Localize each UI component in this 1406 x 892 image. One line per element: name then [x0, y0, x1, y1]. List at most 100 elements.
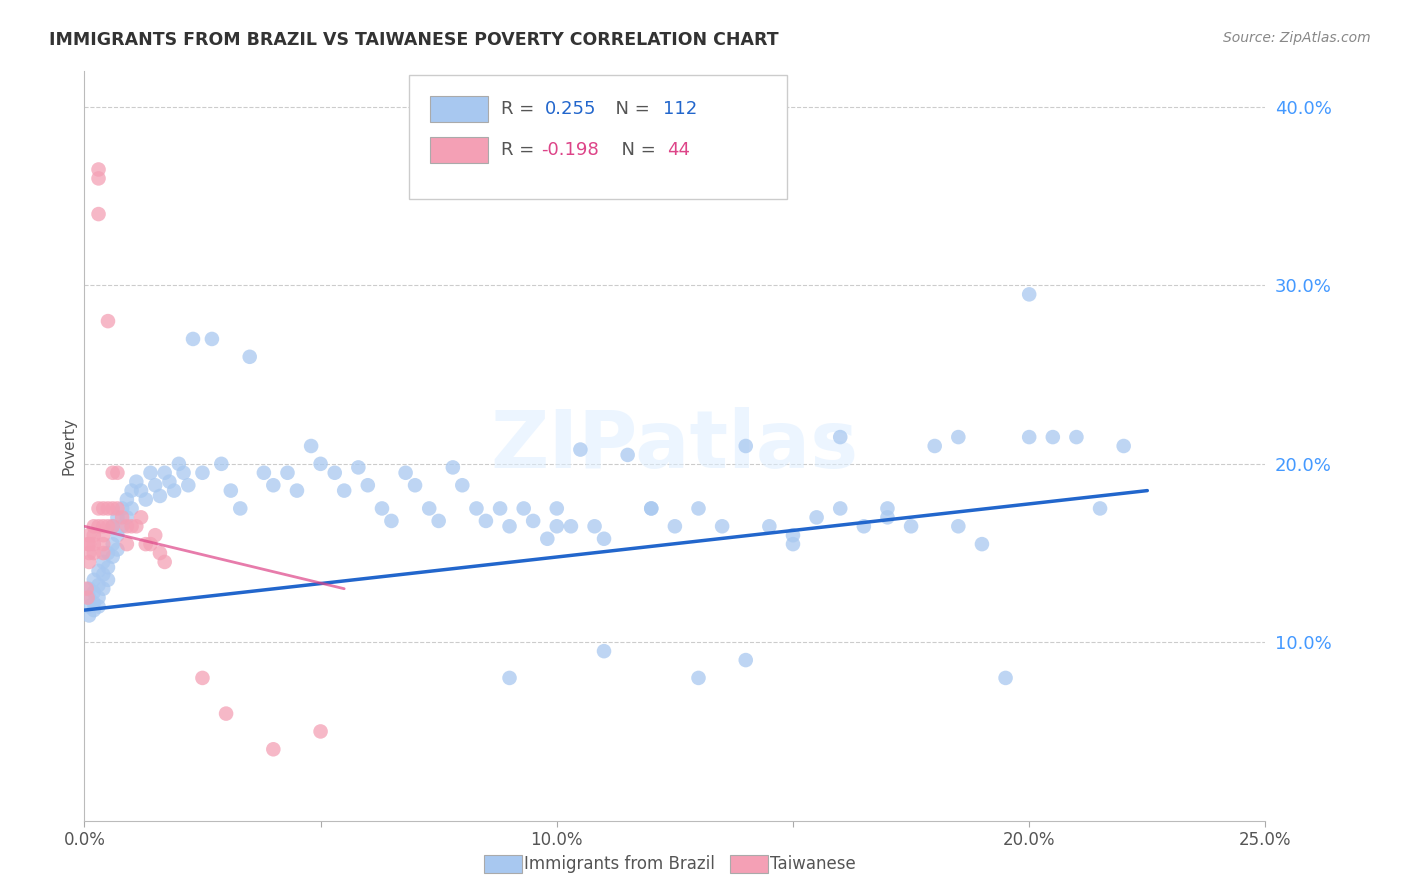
Point	[640, 501, 662, 516]
Point	[1088, 501, 1111, 516]
Point	[1112, 439, 1135, 453]
Point	[215, 706, 238, 721]
Point	[83, 573, 105, 587]
Point	[664, 519, 686, 533]
Point	[77, 546, 100, 560]
Point	[91, 528, 114, 542]
Point	[97, 314, 120, 328]
Point	[115, 510, 138, 524]
Point	[87, 591, 110, 605]
Point	[83, 519, 105, 533]
Point	[101, 519, 124, 533]
Point	[465, 501, 488, 516]
Point	[948, 430, 970, 444]
Point	[711, 519, 734, 533]
Point	[87, 564, 110, 578]
Point	[111, 510, 134, 524]
Point	[512, 501, 534, 516]
Point	[157, 475, 180, 489]
Point	[101, 537, 124, 551]
Point	[83, 546, 105, 560]
Point	[115, 537, 138, 551]
Point	[177, 478, 200, 492]
Point	[924, 439, 946, 453]
Point	[347, 460, 370, 475]
Text: N =: N =	[605, 100, 655, 118]
Point	[77, 582, 100, 596]
Point	[77, 528, 100, 542]
FancyBboxPatch shape	[430, 137, 488, 162]
Point	[101, 501, 124, 516]
Point	[239, 350, 262, 364]
Point	[229, 501, 252, 516]
Point	[498, 519, 520, 533]
Point	[560, 519, 582, 533]
Point	[404, 478, 426, 492]
Point	[427, 514, 450, 528]
Point	[107, 501, 129, 516]
Point	[309, 724, 332, 739]
Point	[77, 608, 100, 623]
Point	[830, 430, 852, 444]
Point	[357, 478, 380, 492]
Point	[149, 546, 172, 560]
Point	[135, 537, 157, 551]
Point	[1066, 430, 1088, 444]
Point	[77, 599, 100, 614]
Point	[121, 519, 143, 533]
Point	[91, 546, 114, 560]
Point	[139, 466, 162, 480]
Point	[782, 537, 804, 551]
Point	[276, 466, 298, 480]
Point	[111, 519, 134, 533]
Point	[125, 519, 148, 533]
Point	[876, 510, 898, 524]
Point	[77, 537, 100, 551]
Text: IMMIGRANTS FROM BRAZIL VS TAIWANESE POVERTY CORRELATION CHART: IMMIGRANTS FROM BRAZIL VS TAIWANESE POVE…	[49, 31, 779, 49]
FancyBboxPatch shape	[409, 75, 787, 199]
Point	[546, 501, 568, 516]
Point	[91, 567, 114, 582]
Point	[139, 537, 162, 551]
Text: 44: 44	[666, 141, 689, 159]
Point	[107, 466, 129, 480]
Text: Source: ZipAtlas.com: Source: ZipAtlas.com	[1223, 31, 1371, 45]
Point	[852, 519, 875, 533]
Point	[536, 532, 558, 546]
Point	[91, 537, 114, 551]
Point	[498, 671, 520, 685]
Point	[111, 501, 134, 516]
Point	[91, 582, 114, 596]
Point	[83, 585, 105, 599]
Point	[616, 448, 638, 462]
Point	[87, 171, 110, 186]
Text: N =: N =	[610, 141, 661, 159]
Point	[91, 519, 114, 533]
Point	[143, 478, 166, 492]
Point	[121, 501, 143, 516]
Point	[201, 332, 224, 346]
Text: 112: 112	[664, 100, 697, 118]
Point	[418, 501, 440, 516]
Point	[394, 466, 416, 480]
Point	[309, 457, 332, 471]
Point	[441, 460, 464, 475]
Text: R =: R =	[502, 141, 540, 159]
Point	[87, 207, 110, 221]
Point	[97, 501, 120, 516]
Point	[115, 519, 138, 533]
Point	[76, 591, 98, 605]
Point	[323, 466, 346, 480]
Text: Immigrants from Brazil: Immigrants from Brazil	[524, 855, 716, 873]
Point	[87, 162, 110, 177]
Point	[900, 519, 922, 533]
Point	[107, 510, 129, 524]
Point	[219, 483, 242, 498]
Point	[475, 514, 498, 528]
Point	[522, 514, 544, 528]
Point	[97, 519, 120, 533]
Point	[758, 519, 780, 533]
Point	[135, 492, 157, 507]
Point	[153, 466, 176, 480]
Point	[121, 483, 143, 498]
